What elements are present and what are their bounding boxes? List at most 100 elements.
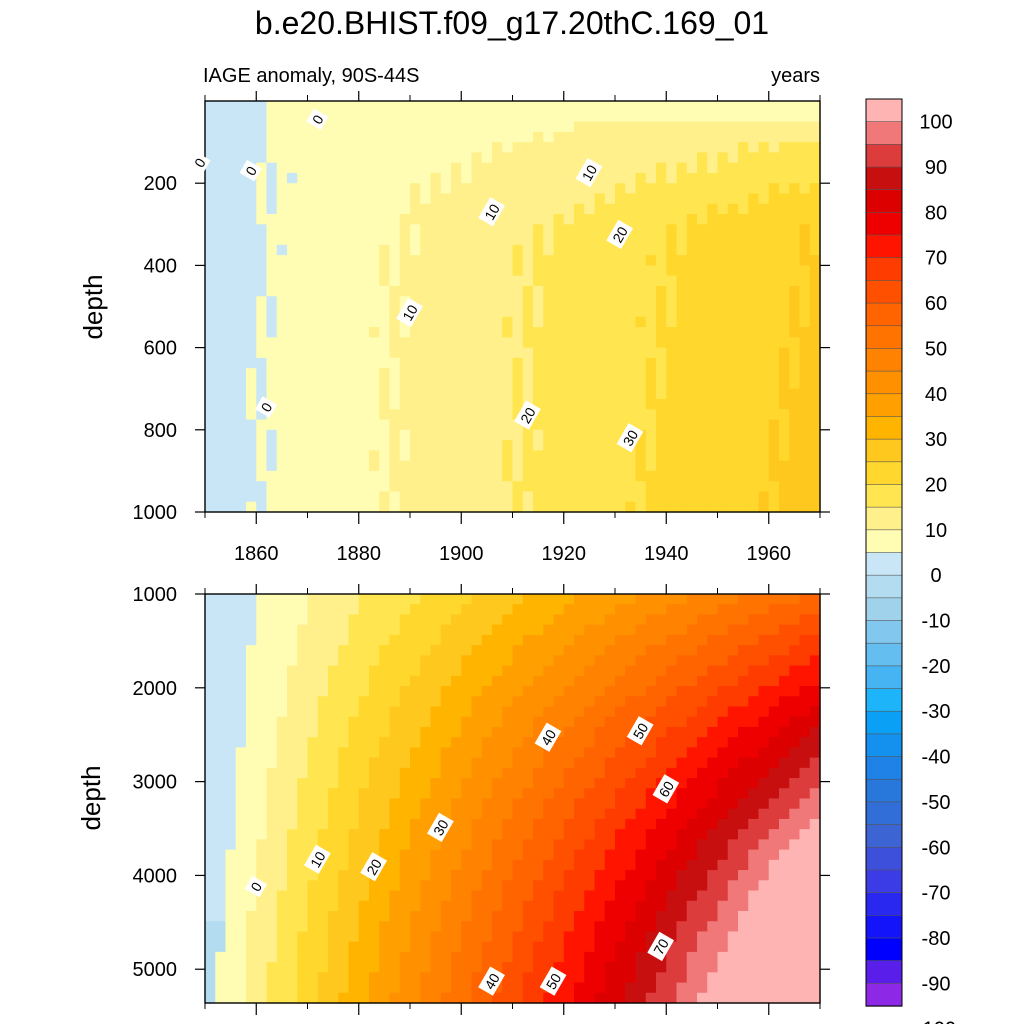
field-cell [686,306,698,318]
field-cell [492,255,503,267]
field-cell [399,726,411,738]
field-cell [471,101,483,112]
field-cell [553,675,565,687]
field-cell [522,900,534,912]
field-cell [492,398,503,410]
field-cell [809,849,821,861]
field-cell [604,604,616,616]
field-cell [389,696,401,708]
field-cell [738,183,749,195]
field-cell [369,368,380,380]
field-cell [727,306,739,318]
field-cell [748,594,760,605]
field-cell [563,645,575,656]
field-cell [451,686,462,697]
field-cell [420,440,432,451]
field-cell [215,880,227,892]
field-cell [471,501,483,513]
field-cell [235,460,247,472]
field-cell [676,859,688,871]
field-cell [645,142,657,153]
field-cell [369,244,380,256]
field-cell [553,131,565,143]
field-cell [809,992,821,1004]
field-cell [522,285,534,297]
field-cell [738,910,749,922]
field-cell [451,594,462,605]
field-cell [348,337,360,349]
field-cell [420,378,432,390]
field-cell [645,818,657,830]
field-cell [256,429,268,441]
field-cell [266,275,278,287]
field-cell [533,501,544,513]
field-cell [502,224,514,236]
field-cell [307,655,319,667]
field-cell [297,604,309,616]
field-cell [563,265,575,277]
field-cell [225,798,237,810]
field-cell [451,921,462,933]
field-cell [276,491,288,503]
field-cell [758,767,770,779]
field-cell [676,398,688,410]
field-cell [553,296,565,308]
field-cell [389,880,401,892]
field-cell [502,347,514,359]
field-cell [461,214,473,225]
field-cell [697,645,708,656]
field-cell [625,614,637,626]
field-cell [522,870,534,881]
field-cell [625,665,637,677]
field-cell [317,285,329,297]
field-cell [686,265,698,277]
field-cell [502,696,514,708]
field-cell [451,706,462,718]
field-cell [348,665,360,677]
field-cell [471,675,483,687]
field-cell [379,624,391,636]
field-cell [584,244,596,256]
field-cell [369,121,380,133]
field-cell [584,152,596,164]
field-cell [481,788,493,800]
field-cell [563,285,575,297]
field-cell [686,255,698,267]
field-cell [779,470,790,482]
field-cell [717,429,729,441]
field-cell [399,501,411,513]
field-cell [594,962,606,973]
field-cell [256,378,268,390]
field-cell [481,962,493,973]
field-cell [717,767,729,779]
field-cell [615,951,626,963]
field-cell [461,203,473,215]
field-cell [379,255,391,267]
field-cell [389,316,401,328]
field-cell [317,142,329,153]
colorbar-swatch [865,212,903,236]
field-cell [358,285,370,297]
field-cell [809,429,821,441]
field-cell [717,142,729,153]
field-cell [789,931,801,943]
field-cell [768,162,780,174]
field-cell [420,675,432,687]
bottom-plot-fill [205,594,821,1004]
field-cell [809,470,821,482]
field-cell [594,409,606,421]
field-cell [594,921,606,933]
field-cell [205,767,216,779]
field-cell [799,450,811,462]
field-cell [338,131,350,143]
field-cell [348,327,360,338]
field-cell [502,275,514,287]
field-cell [492,798,503,810]
field-cell [297,624,309,636]
field-cell [369,767,380,779]
field-cell [276,337,288,349]
field-cell [379,265,391,277]
field-cell [451,337,462,349]
field-cell [317,675,329,687]
